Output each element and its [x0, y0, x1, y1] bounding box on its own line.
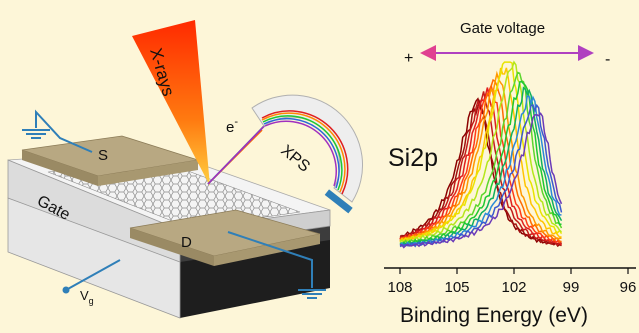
x-tick-label: 99	[563, 279, 580, 296]
drain-wire	[227, 231, 313, 288]
spectra-chart: Gate voltage + - Si2p 108 105 102 99 96 Bind…	[384, 20, 636, 327]
x-tick-label: 105	[444, 279, 469, 296]
xps-trajectory-blue	[263, 117, 340, 189]
source-wire	[35, 109, 93, 153]
xps-trajectory-purple	[264, 120, 337, 187]
electron-paths	[207, 115, 275, 185]
si2p-label: Si2p	[388, 144, 438, 172]
xray-beam	[132, 20, 210, 186]
x-tick-label: 96	[620, 279, 637, 296]
device	[7, 135, 331, 319]
spectrum-curve	[399, 83, 562, 243]
gate-voltage-minus: -	[605, 51, 610, 68]
spectrum-curve	[399, 70, 562, 242]
source-electrode-front	[22, 150, 98, 186]
electron-path-4	[207, 115, 275, 185]
drain-electrode-front	[130, 228, 214, 266]
gate-wire	[65, 259, 121, 291]
spectrum-curve	[399, 67, 562, 243]
wiring	[22, 109, 326, 299]
x-tick-label: 102	[501, 279, 526, 296]
drain-electrode-side	[214, 234, 320, 266]
spectrum-curve	[399, 61, 563, 242]
spectrum-curve	[399, 71, 563, 246]
x-axis-ticks: 108 105 102 99 96	[387, 268, 636, 296]
xps-trajectory-green	[262, 115, 343, 191]
xps-trajectory-orange	[261, 112, 346, 193]
x-axis-title: Binding Energy (eV)	[400, 304, 588, 327]
xps-trajectory-red	[261, 110, 349, 195]
xps-detector	[324, 189, 353, 214]
spectrum-curve	[399, 112, 563, 249]
x-tick-label: 108	[387, 279, 412, 296]
source-electrode-side	[98, 160, 198, 186]
spectrum-curve	[400, 86, 563, 247]
drain-label: D	[181, 234, 192, 251]
electron-label: e-	[226, 116, 238, 136]
vg-label: Vg	[80, 288, 94, 306]
gate-voltage-title: Gate voltage	[460, 20, 545, 37]
source-label: S	[98, 147, 108, 164]
xps-label: XPS	[277, 142, 312, 176]
spectra-curves	[399, 60, 563, 249]
gate-contact-dot	[62, 286, 70, 294]
gate-voltage-plus: +	[404, 50, 413, 67]
xps-analyzer	[251, 94, 363, 214]
